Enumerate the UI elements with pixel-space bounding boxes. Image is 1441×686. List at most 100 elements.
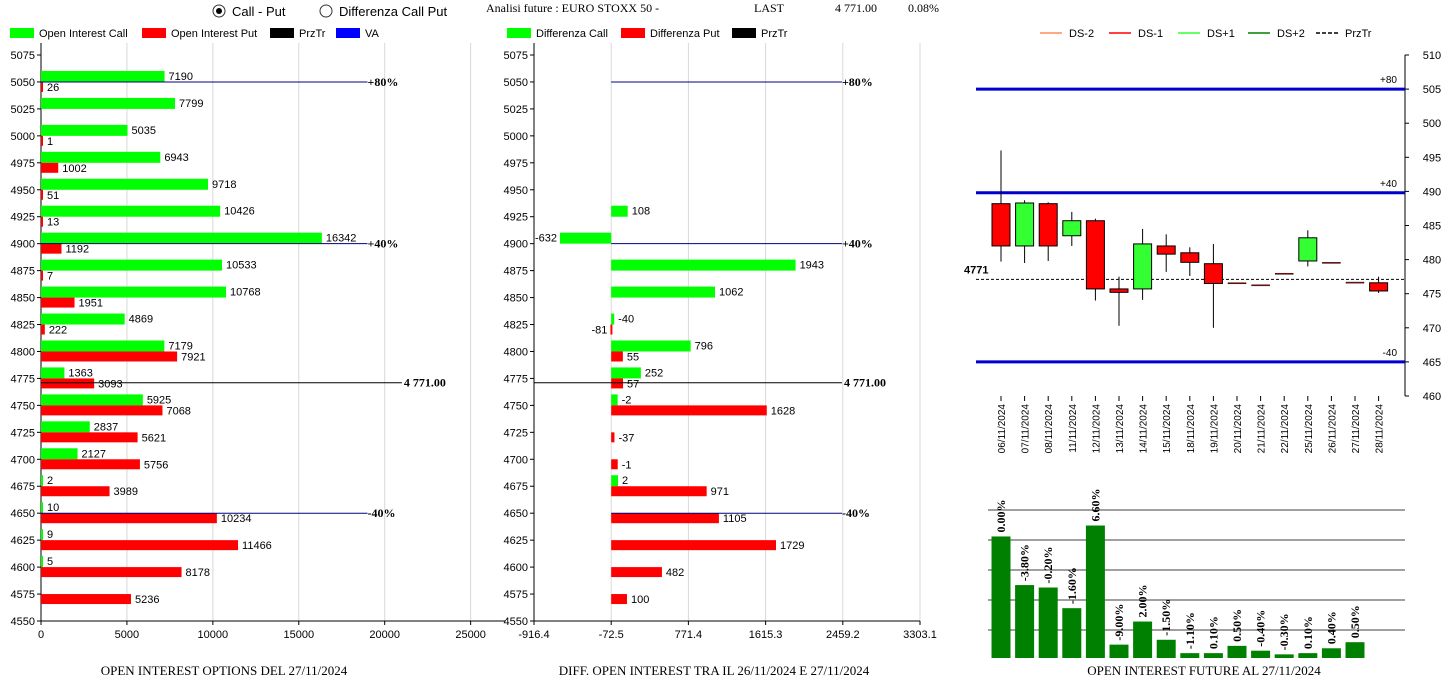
call-bar — [611, 394, 618, 406]
future-oi-bar — [1251, 650, 1271, 658]
y-tick-label: 5075 — [504, 50, 528, 62]
y-tick-label: 4975 — [11, 158, 35, 170]
open-interest-panel: Open Interest Call Open Interest Put PrzTr… — [10, 28, 505, 641]
put-bar — [41, 243, 62, 254]
data-label: 10234 — [221, 513, 252, 525]
mode-radio-group[interactable]: Call - Put Differenza Call Put — [212, 4, 448, 19]
data-label: 7068 — [166, 405, 190, 417]
future-oi-bar — [1133, 621, 1153, 658]
data-label: -9.00% — [1112, 604, 1126, 641]
put-bar — [41, 594, 131, 605]
y-tick-label: 5025 — [504, 104, 528, 116]
future-oi-bar — [991, 536, 1011, 658]
put-bar — [611, 540, 777, 551]
candle-body — [1274, 272, 1294, 275]
y-tick-label: 4725 — [11, 427, 35, 439]
x-tick-label: 20000 — [369, 629, 400, 641]
candle-body — [1345, 281, 1365, 284]
future-oi-bar — [1345, 642, 1365, 658]
future-oi-bar — [1180, 653, 1200, 658]
legend-label: DS-1 — [1138, 28, 1163, 40]
y-tick-label: 4800 — [1423, 255, 1441, 267]
x-tick-label: -916.4 — [518, 629, 549, 641]
data-label: 4869 — [129, 314, 153, 326]
data-label: 2 — [47, 475, 53, 487]
data-label: -1.10% — [1183, 612, 1197, 649]
radio-call-put[interactable]: Call - Put — [212, 4, 286, 19]
put-bar — [611, 432, 615, 443]
y-tick-label: 4800 — [11, 346, 35, 358]
put-bar — [41, 405, 163, 416]
x-tick-label: 12/11/2024 — [1091, 404, 1102, 454]
legend-label: DS-2 — [1069, 28, 1094, 40]
y-tick-label: 4975 — [504, 158, 528, 170]
call-bar — [41, 178, 209, 190]
y-tick-label: 4850 — [11, 293, 35, 305]
radio-diff-circle[interactable] — [319, 4, 333, 18]
legend-label: Open Interest Put — [171, 28, 257, 40]
ref-line-label: +40% — [842, 237, 873, 251]
call-bar — [41, 232, 322, 244]
x-tick-label: 1615.3 — [749, 629, 783, 641]
future-oi-bar — [1085, 525, 1105, 658]
put-bar — [611, 486, 707, 497]
y-tick-label: 5100 — [1423, 50, 1441, 62]
x-tick-label: 14/11/2024 — [1139, 404, 1150, 454]
call-bar — [41, 556, 43, 568]
y-tick-label: 4650 — [504, 508, 528, 520]
data-label: 971 — [711, 486, 729, 498]
data-label: 2 — [622, 475, 628, 487]
call-bar — [611, 286, 715, 298]
candle-body — [1203, 263, 1223, 284]
x-tick-label: 11/11/2024 — [1068, 404, 1079, 453]
y-tick-label: 5000 — [1423, 118, 1441, 130]
call-bar — [41, 529, 43, 541]
call-bar — [41, 448, 78, 460]
y-tick-label: 4825 — [11, 320, 35, 332]
level-label: +40 — [1380, 179, 1397, 190]
call-bar — [41, 97, 176, 109]
candle-body — [991, 203, 1011, 247]
candle-body — [1180, 252, 1200, 263]
y-tick-label: 4825 — [504, 320, 528, 332]
call-bar — [611, 475, 619, 487]
x-tick-label: 15000 — [283, 629, 314, 641]
radio-diff-call-put[interactable]: Differenza Call Put — [319, 4, 448, 19]
put-bar — [611, 513, 719, 524]
radio-call-put-label: Call - Put — [232, 4, 286, 19]
future-oi-panel: 0.00%-3.80% -0.20%-1.60%6.60%-9.00%2.00% -… — [988, 489, 1405, 658]
y-tick-label: 5050 — [11, 77, 35, 89]
data-label: 1363 — [68, 367, 92, 379]
candle-body — [1133, 243, 1153, 290]
data-label: 55 — [627, 351, 639, 363]
x-tick-label: 771.4 — [675, 629, 703, 641]
x-tick-label: 27/11/2024 — [1351, 404, 1362, 454]
data-label: 10768 — [230, 287, 261, 299]
data-label: 3989 — [114, 486, 138, 498]
y-tick-label: 4900 — [11, 239, 35, 251]
data-label: 0.10% — [1301, 616, 1315, 649]
future-oi-bar — [1321, 648, 1341, 658]
put-bar — [41, 567, 182, 578]
legend-swatch — [507, 28, 531, 38]
data-label: -632 — [535, 233, 557, 245]
put-bar — [41, 189, 43, 200]
call-bar — [41, 394, 143, 406]
y-tick-label: 4675 — [11, 481, 35, 493]
x-tick-label: 25000 — [455, 629, 486, 641]
legend-swatch — [732, 28, 756, 38]
data-label: 482 — [666, 567, 684, 579]
y-tick-label: 4575 — [504, 589, 528, 601]
data-label: 6943 — [164, 152, 188, 164]
y-tick-label: 4775 — [11, 373, 35, 385]
y-tick-label: 4750 — [1423, 289, 1441, 301]
put-bar — [41, 270, 43, 281]
x-tick-label: 07/11/2024 — [1021, 404, 1032, 454]
data-label: 1 — [47, 136, 53, 148]
data-label: 0.50% — [1348, 605, 1362, 638]
price-line-label: 4 771.00 — [844, 376, 886, 390]
x-tick-label: 3303.1 — [903, 629, 937, 641]
last-change: 0.08% — [908, 1, 939, 15]
